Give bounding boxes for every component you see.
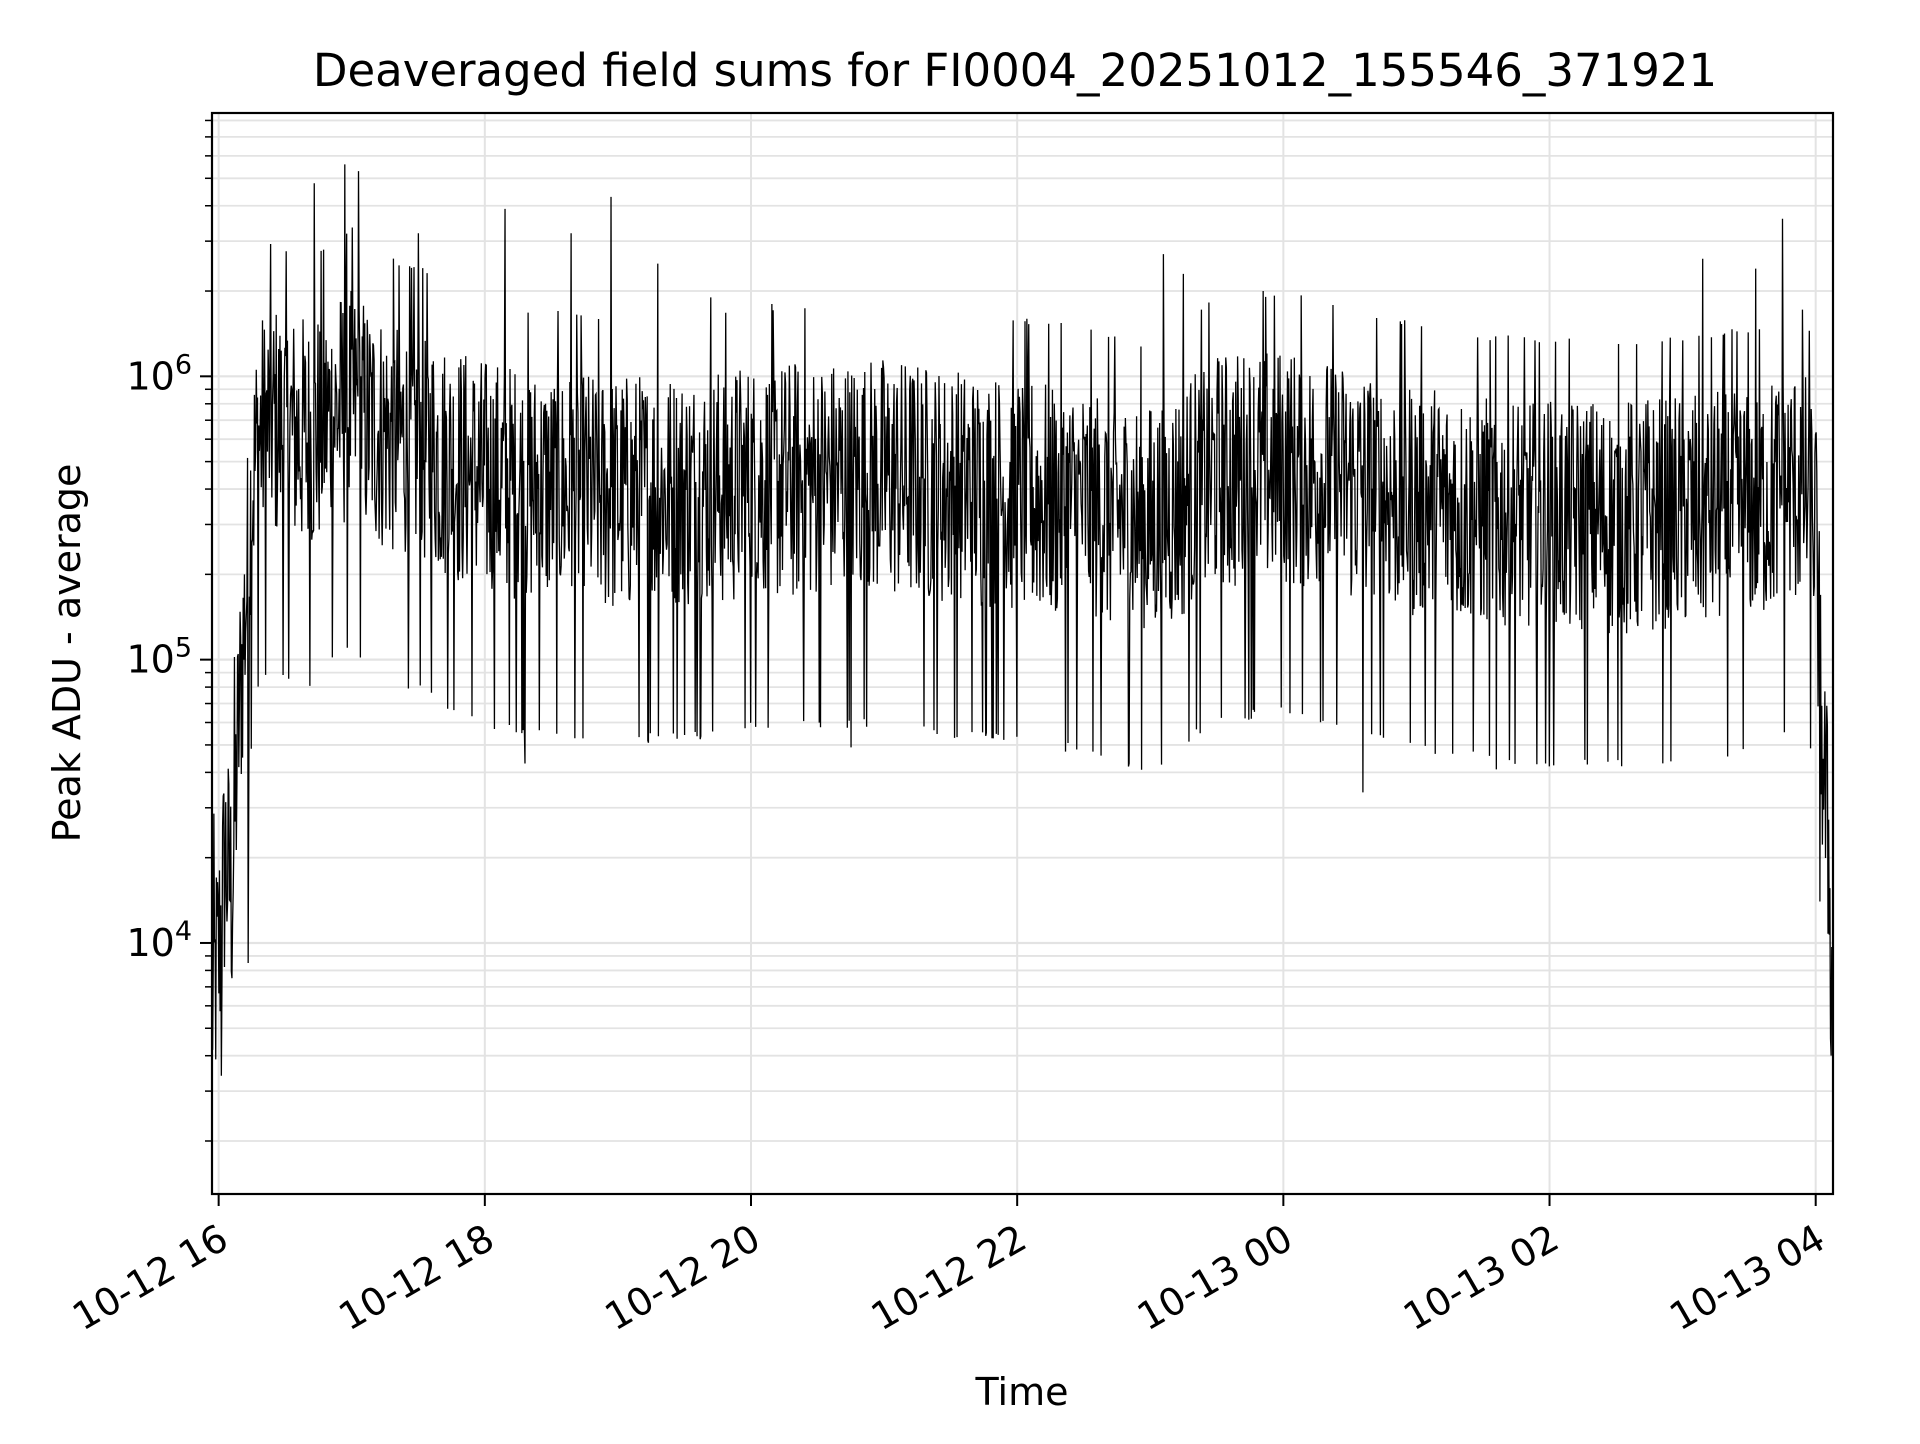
x-axis-label: Time xyxy=(975,1370,1069,1414)
y-tick-layer: 104 105 106 xyxy=(126,119,212,1142)
series-line-deaveraged-sum xyxy=(212,164,1833,1076)
y-axis-label: Peak ADU - average xyxy=(45,464,89,843)
chart-title: Deaveraged field sums for FI0004_2025101… xyxy=(313,44,1717,97)
plot-frame xyxy=(210,111,1835,1196)
y-tick-label: 105 xyxy=(126,633,192,682)
series-layer xyxy=(212,164,1833,1076)
y-tick-label: 104 xyxy=(126,916,192,965)
y-tick-label: 106 xyxy=(126,349,192,398)
